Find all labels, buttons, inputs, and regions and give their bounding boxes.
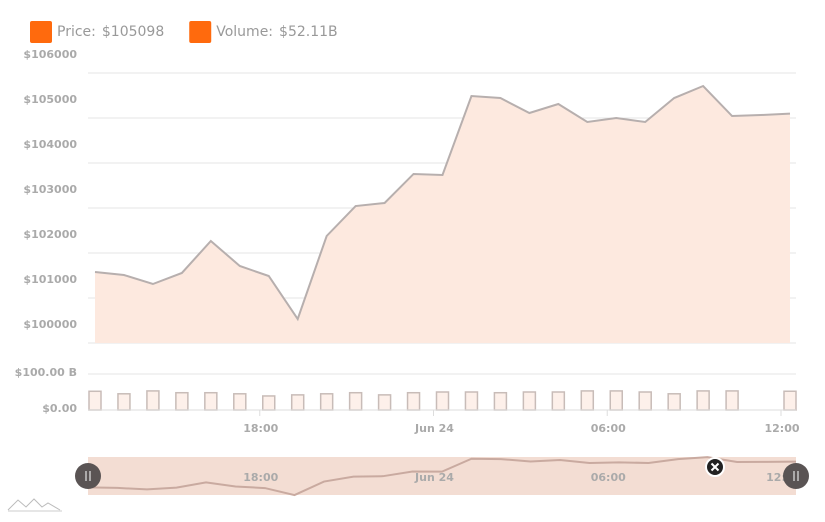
y-tick-label: $0.00 bbox=[42, 402, 77, 415]
navigator-label: 18:00 bbox=[243, 471, 278, 484]
volume-bar bbox=[377, 394, 392, 411]
volume-bar bbox=[638, 391, 652, 411]
logo bbox=[7, 498, 62, 512]
y-tick-label: $100000 bbox=[23, 318, 77, 331]
y-tick-label: $101000 bbox=[23, 273, 77, 286]
volume-bar bbox=[406, 391, 421, 411]
handle-circle[interactable] bbox=[75, 463, 101, 489]
volume-bar bbox=[262, 395, 276, 411]
volume-bar bbox=[348, 391, 363, 411]
volume-bar bbox=[609, 390, 623, 411]
y-tick-label: $103000 bbox=[23, 183, 77, 196]
legend-label: Volume: bbox=[216, 24, 273, 40]
price-area bbox=[95, 86, 790, 343]
navigator-label: Jun 24 bbox=[414, 471, 454, 484]
volume-bar bbox=[551, 391, 566, 411]
volume-bar bbox=[464, 391, 479, 411]
legend-label: Price: bbox=[57, 24, 96, 40]
volume-bar bbox=[204, 391, 218, 411]
navigator-handle-right[interactable] bbox=[783, 463, 809, 489]
volume-bar bbox=[88, 390, 102, 411]
x-tick-label: 06:00 bbox=[591, 422, 626, 435]
navigator-line bbox=[87, 456, 797, 497]
x-tick-label: 18:00 bbox=[243, 422, 278, 435]
price-line bbox=[94, 84, 791, 322]
legend-swatch bbox=[30, 21, 52, 43]
navigator-handle-left[interactable] bbox=[75, 463, 101, 489]
navigator-label: 12: bbox=[766, 471, 786, 484]
x-tick-label: Jun 24 bbox=[414, 422, 454, 435]
volume-bar bbox=[146, 390, 160, 411]
x-tick-label: 12:00 bbox=[764, 422, 799, 435]
volume-bar bbox=[319, 393, 334, 411]
volume-bar bbox=[175, 391, 189, 411]
volume-bar bbox=[725, 390, 739, 411]
close-button[interactable] bbox=[705, 457, 725, 477]
volume-bar bbox=[435, 391, 450, 411]
legend-swatch bbox=[189, 21, 212, 43]
volume-bar bbox=[667, 393, 681, 411]
volume-bar bbox=[580, 390, 595, 411]
handle-circle[interactable] bbox=[783, 463, 809, 489]
volume-bar bbox=[493, 391, 508, 411]
navigator-bg bbox=[88, 457, 796, 495]
volume-bar bbox=[290, 394, 305, 411]
volume-bar bbox=[783, 390, 797, 411]
y-tick-label: $104000 bbox=[23, 138, 77, 151]
y-tick-label: $100.00 B bbox=[15, 366, 77, 379]
volume-bar bbox=[117, 393, 131, 411]
volume-bar bbox=[522, 391, 537, 411]
legend-value: $105098 bbox=[102, 24, 164, 40]
close-x bbox=[710, 462, 720, 472]
y-tick-label: $102000 bbox=[23, 228, 77, 241]
navigator-label: 06:00 bbox=[591, 471, 626, 484]
volume-bar bbox=[233, 393, 247, 411]
y-tick-label: $105000 bbox=[23, 93, 77, 106]
volume-bar bbox=[696, 390, 710, 411]
y-tick-label: $106000 bbox=[23, 48, 77, 61]
legend-value: $52.11B bbox=[279, 24, 338, 40]
